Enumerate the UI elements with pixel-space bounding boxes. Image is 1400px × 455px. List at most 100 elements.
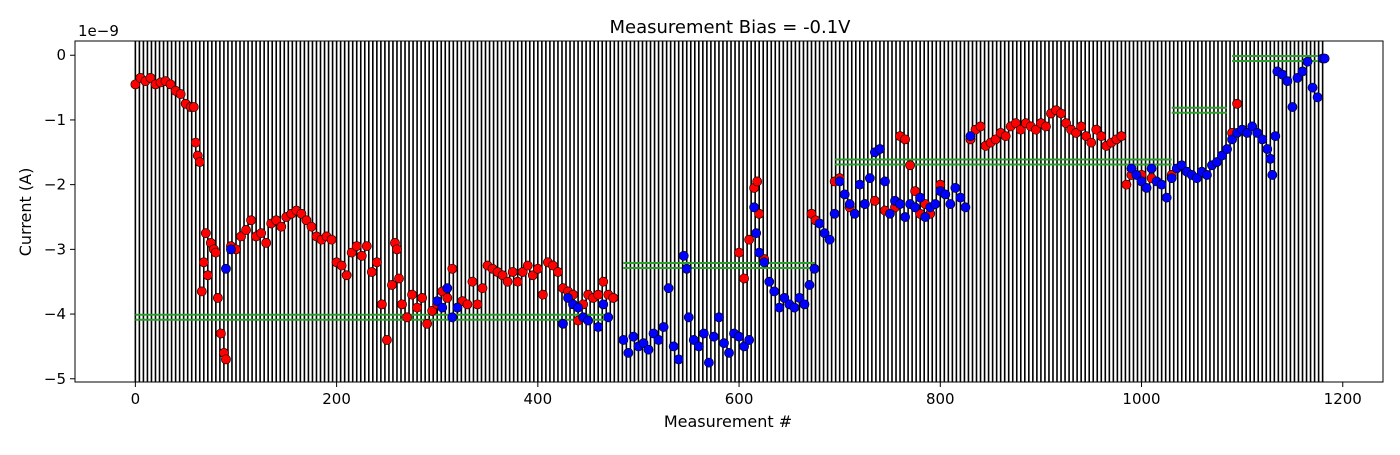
- data-point: [618, 335, 629, 345]
- data-point: [910, 202, 921, 213]
- data-point: [864, 173, 875, 184]
- data-point: [734, 247, 744, 258]
- x-tick-label: 800: [926, 390, 955, 408]
- data-point: [965, 131, 976, 142]
- data-point: [915, 192, 926, 203]
- data-point: [940, 189, 951, 200]
- data-point: [1312, 92, 1323, 103]
- data-point: [190, 137, 201, 148]
- data-point: [236, 231, 246, 242]
- x-tick-label: 600: [725, 390, 754, 408]
- data-point: [880, 176, 890, 187]
- data-point: [1265, 153, 1276, 164]
- data-point: [824, 234, 835, 245]
- data-point: [462, 299, 473, 310]
- data-point: [1212, 157, 1222, 167]
- data-point: [804, 280, 815, 290]
- data-point: [346, 247, 357, 258]
- data-point: [885, 208, 895, 219]
- data-point: [301, 215, 312, 226]
- data-point: [900, 212, 910, 222]
- data-point: [442, 292, 453, 303]
- data-point: [1086, 137, 1097, 148]
- data-point: [1297, 66, 1308, 77]
- data-point: [688, 335, 699, 345]
- data-point: [563, 292, 573, 303]
- data-point: [749, 202, 760, 213]
- data-point: [895, 199, 905, 209]
- data-point: [1096, 131, 1107, 142]
- data-point: [437, 302, 448, 313]
- data-point: [945, 199, 956, 209]
- y-tick-label: −3: [44, 240, 66, 258]
- data-point: [371, 257, 382, 268]
- data-point: [854, 179, 865, 190]
- data-point: [271, 215, 282, 226]
- data-point: [859, 199, 870, 209]
- axes-frame: [74, 40, 1384, 383]
- data-point: [246, 215, 256, 226]
- data-point: [341, 270, 352, 281]
- data-point: [351, 241, 362, 252]
- data-point: [829, 208, 840, 219]
- data-point: [752, 176, 763, 187]
- chart-title: Measurement Bias = -0.1V: [609, 17, 851, 38]
- data-point: [1121, 179, 1132, 190]
- data-point: [1242, 127, 1253, 138]
- data-point: [683, 312, 694, 323]
- data-point: [960, 202, 971, 213]
- data-point: [643, 344, 654, 355]
- data-point: [361, 241, 372, 252]
- data-point: [306, 221, 317, 232]
- data-point: [990, 134, 1001, 145]
- data-point: [432, 296, 443, 307]
- data-point: [527, 270, 538, 281]
- axes: 0 200 400 600 800 1000 1200 −5 −4 −3 −2 −1 0: [44, 40, 1384, 408]
- data-point: [1071, 127, 1082, 138]
- data-point: [472, 299, 483, 310]
- data-point: [794, 292, 805, 303]
- data-point: [194, 157, 205, 167]
- data-point: [447, 312, 458, 323]
- data-point: [1292, 72, 1303, 83]
- data-point: [210, 247, 221, 258]
- data-point: [668, 341, 679, 352]
- data-point: [764, 276, 775, 287]
- data-point: [1091, 124, 1102, 135]
- data-point: [1056, 108, 1066, 119]
- data-point: [1000, 131, 1011, 142]
- data-point: [1030, 124, 1041, 135]
- data-point: [681, 263, 692, 274]
- data-point: [392, 244, 402, 255]
- data-point: [422, 318, 433, 329]
- data-point: [809, 263, 820, 274]
- data-point: [658, 322, 669, 332]
- x-tick-label: 0: [131, 390, 141, 408]
- data-point: [412, 302, 422, 313]
- data-point: [1257, 134, 1268, 145]
- data-point: [1252, 127, 1263, 138]
- data-point: [200, 228, 211, 239]
- data-point: [165, 79, 176, 90]
- data-point: [754, 247, 765, 258]
- data-point: [241, 225, 251, 235]
- data-point: [188, 102, 199, 112]
- data-point: [759, 257, 770, 268]
- y-tick-label: −2: [44, 176, 66, 194]
- data-point: [724, 347, 734, 358]
- data-point: [714, 312, 724, 323]
- data-point: [1217, 150, 1227, 161]
- data-point: [215, 328, 226, 339]
- data-point: [553, 267, 563, 277]
- data-point: [955, 192, 966, 203]
- data-point: [875, 144, 885, 154]
- data-point: [198, 257, 209, 268]
- y-tick-label: 0: [56, 46, 66, 64]
- data-point: [1136, 176, 1147, 187]
- data-point: [1267, 170, 1278, 180]
- data-point: [739, 341, 749, 352]
- data-point: [623, 347, 634, 358]
- data-point: [467, 276, 478, 287]
- y-tick-label: −4: [44, 305, 66, 323]
- x-tick-label: 1200: [1324, 390, 1362, 408]
